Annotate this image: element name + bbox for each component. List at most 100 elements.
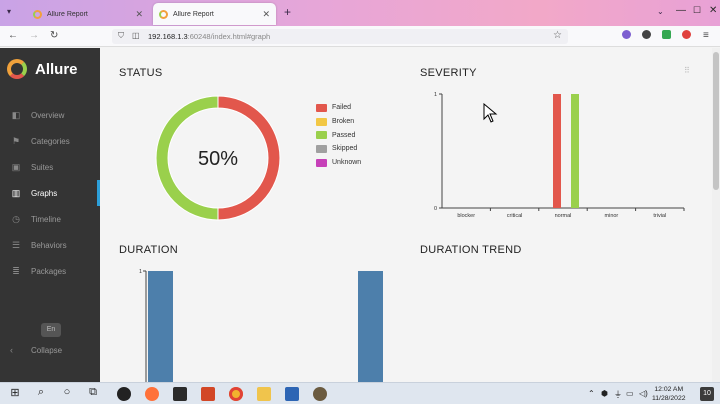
list-all-tabs-icon[interactable]: ▾: [7, 7, 12, 16]
usb-icon[interactable]: ⏚: [614, 390, 622, 399]
tab-title: Allure Report: [47, 10, 88, 18]
close-tab-icon[interactable]: ✕: [262, 8, 270, 19]
duration-bar: [358, 271, 383, 382]
duration-bar: [148, 271, 173, 382]
extension-icon[interactable]: [662, 30, 671, 39]
notifications-icon[interactable]: 10: [700, 387, 714, 401]
x-tick-label: minor: [605, 213, 619, 219]
chrome-icon[interactable]: [229, 387, 243, 401]
duration-bar-chart: 1: [139, 269, 383, 382]
y-tick-label: 1: [139, 269, 142, 275]
hamburger-menu-icon[interactable]: ≡: [703, 30, 709, 41]
sidebar-item-behaviors[interactable]: ☰ Behaviors: [0, 232, 100, 258]
status-percent: 50%: [198, 148, 238, 170]
tab-title: Allure Report: [173, 10, 214, 18]
sidebar-item-label: Packages: [31, 266, 67, 276]
mouse-cursor-icon: [483, 103, 498, 123]
scrollbar-thumb[interactable]: [713, 52, 719, 190]
duration-title: DURATION: [119, 244, 179, 256]
list-icon: ☰: [11, 239, 21, 250]
legend-label: Unknown: [332, 159, 362, 167]
sidebar-item-overview[interactable]: ◧ Overview: [0, 102, 100, 128]
drag-handle-icon[interactable]: ⠿: [684, 66, 690, 75]
app-icon[interactable]: [313, 387, 327, 401]
legend-swatch: [316, 144, 327, 153]
app-name: Allure: [35, 60, 78, 78]
powerpoint-icon[interactable]: [201, 387, 215, 401]
sidebar-item-categories[interactable]: ⚑ Categories: [0, 128, 100, 154]
minimize-icon[interactable]: —: [676, 5, 686, 16]
close-window-icon[interactable]: ✕: [709, 5, 718, 16]
sidebar-item-label: Timeline: [31, 214, 61, 224]
windows-start-icon[interactable]: ⊞: [10, 387, 20, 399]
legend-swatch: [316, 117, 327, 126]
x-tick-label: trivial: [653, 213, 666, 219]
browser-toolbar: ← → ↻ ⛉ ◫ 192.168.1.3:60248/index.html#g…: [0, 26, 720, 47]
severity-title: SEVERITY: [420, 67, 477, 79]
flag-icon: ⚑: [11, 135, 21, 146]
graphs-content: STATUS SEVERITY DURATION DURATION TREND …: [100, 48, 712, 382]
status-title: STATUS: [119, 67, 163, 79]
y-tick-label: 1: [434, 92, 437, 98]
search-icon[interactable]: ⌕: [37, 386, 45, 398]
legend-item-broken[interactable]: Broken: [316, 115, 361, 129]
sidebar-item-label: Behaviors: [31, 240, 67, 250]
legend-swatch: [316, 103, 327, 112]
legend-label: Skipped: [332, 145, 358, 153]
network-icon[interactable]: ▭: [626, 389, 634, 398]
legend-label: Failed: [332, 104, 352, 112]
shield-icon[interactable]: ⛉: [118, 31, 124, 40]
pocket-icon[interactable]: [622, 30, 631, 39]
status-donut-chart: 50%: [155, 95, 281, 221]
sidebar-item-graphs[interactable]: ▥ Graphs: [0, 180, 100, 206]
file-explorer-icon[interactable]: [257, 387, 271, 401]
taskbar-clock[interactable]: 12:02 AM 11/28/2022: [652, 385, 686, 403]
powershell-icon[interactable]: [285, 387, 299, 401]
x-tick-label: normal: [555, 213, 572, 219]
maximize-icon[interactable]: ☐: [693, 5, 702, 15]
duration-trend-title: DURATION TREND: [420, 244, 522, 256]
sidebar-item-label: Graphs: [31, 188, 58, 198]
y-tick-label: 0: [434, 206, 437, 212]
allure-favicon-icon: [33, 9, 42, 19]
volume-icon[interactable]: ◁): [639, 389, 648, 398]
forward-icon[interactable]: →: [29, 30, 39, 41]
language-select[interactable]: En: [41, 323, 61, 337]
bookmark-star-icon[interactable]: ☆: [553, 30, 562, 41]
chevron-left-icon: ‹: [10, 345, 13, 355]
legend-item-unknown[interactable]: Unknown: [316, 156, 361, 170]
reload-icon[interactable]: ↻: [50, 30, 59, 41]
address-bar[interactable]: ⛉ ◫ 192.168.1.3:60248/index.html#graph ☆: [112, 29, 568, 44]
firefox-icon[interactable]: [145, 387, 159, 401]
sidebar-item-label: Overview: [31, 110, 65, 120]
page-info-icon[interactable]: ◫: [132, 31, 140, 40]
overview-icon: ◧: [11, 109, 21, 120]
sidebar-item-label: Suites: [31, 162, 54, 172]
back-icon[interactable]: ←: [8, 30, 18, 41]
legend-item-failed[interactable]: Failed: [316, 101, 361, 115]
extension-2-icon[interactable]: [682, 30, 691, 39]
allure-favicon-icon: [159, 9, 168, 19]
browser-tab-2-active[interactable]: Allure Report ✕: [153, 3, 276, 25]
severity-bar-chart: 0 1 blocker critical normal minor trivial: [434, 92, 685, 219]
browser-tab-1[interactable]: Allure Report ✕: [27, 3, 149, 25]
brand[interactable]: Allure: [7, 59, 78, 79]
account-icon[interactable]: [642, 30, 651, 39]
sidebar-item-suites[interactable]: ▣ Suites: [0, 154, 100, 180]
terminal-icon[interactable]: [173, 387, 187, 401]
page-scrollbar[interactable]: [712, 48, 720, 382]
collapse-button[interactable]: ‹ Collapse: [10, 345, 62, 355]
legend-item-skipped[interactable]: Skipped: [316, 142, 361, 156]
legend-item-passed[interactable]: Passed: [316, 128, 361, 142]
task-view-icon[interactable]: ⧉: [89, 386, 97, 398]
tab-overflow-icon[interactable]: ⌄: [657, 7, 664, 16]
browser-tab-bar: ▾ Allure Report ✕ Allure Report ✕ + ⌄ — …: [0, 0, 720, 26]
close-tab-icon[interactable]: ✕: [135, 8, 143, 19]
new-tab-icon[interactable]: +: [284, 5, 292, 19]
sidebar-item-packages[interactable]: ≣ Packages: [0, 258, 100, 284]
tray-chevron-icon[interactable]: ⌃: [588, 389, 595, 398]
tray-app-icon[interactable]: ⬢: [601, 389, 608, 398]
obs-icon[interactable]: [117, 387, 131, 401]
sidebar-item-timeline[interactable]: ◷ Timeline: [0, 206, 100, 232]
cortana-icon[interactable]: ○: [63, 386, 71, 398]
